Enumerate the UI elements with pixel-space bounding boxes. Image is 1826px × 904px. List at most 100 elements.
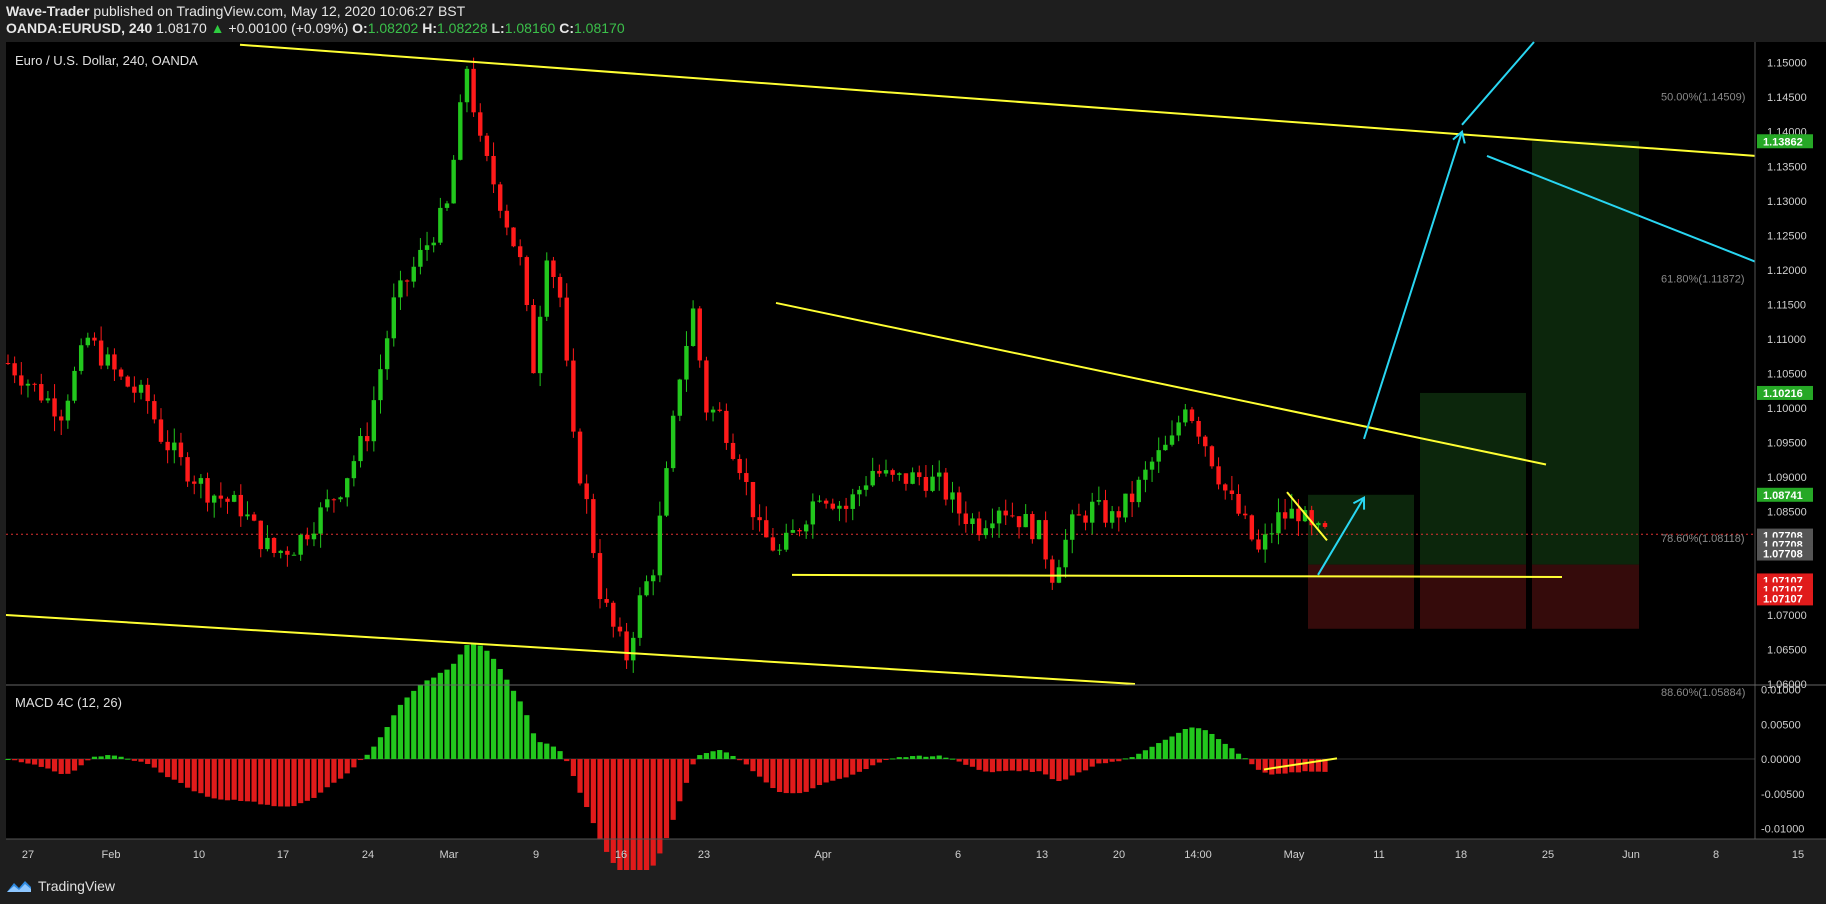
price-axis-badge-label: 1.07708 bbox=[1763, 549, 1803, 561]
candle-body bbox=[12, 363, 17, 376]
candle-body bbox=[338, 497, 343, 500]
macd-bar bbox=[1096, 759, 1102, 764]
candle-body bbox=[384, 338, 390, 370]
candle-body bbox=[1282, 512, 1288, 519]
candle-body bbox=[537, 316, 543, 374]
candle-body bbox=[39, 384, 44, 401]
tradingview-logo-icon bbox=[7, 881, 31, 892]
macd-bar bbox=[464, 645, 470, 760]
candle-body bbox=[1129, 493, 1135, 503]
candle-body bbox=[291, 554, 297, 556]
price-axis-badge bbox=[1757, 134, 1813, 149]
macd-bar bbox=[936, 755, 942, 760]
time-tick-label: Jun bbox=[1622, 849, 1640, 861]
macd-bar bbox=[71, 759, 78, 771]
macd-bar bbox=[490, 658, 497, 760]
candle-body bbox=[611, 602, 616, 627]
candle-body bbox=[817, 500, 822, 502]
candle-body bbox=[1216, 466, 1221, 485]
macd-bar bbox=[843, 759, 849, 778]
candle-body bbox=[584, 483, 589, 500]
candle-body bbox=[631, 637, 636, 661]
candle-body bbox=[138, 384, 144, 393]
candle-body bbox=[604, 599, 609, 603]
macd-bar bbox=[903, 757, 909, 760]
macd-bar bbox=[1189, 727, 1195, 760]
candle-body bbox=[484, 135, 490, 156]
macd-bar bbox=[737, 759, 743, 761]
macd-bar bbox=[125, 758, 131, 760]
macd-bar bbox=[617, 759, 623, 871]
macd-bar bbox=[956, 759, 962, 762]
tradingview-brand[interactable]: TradingView bbox=[6, 878, 115, 894]
time-tick-label: 15 bbox=[1792, 849, 1804, 861]
fib-level-label: 88.60%(1.05884) bbox=[1661, 687, 1745, 699]
footer: TradingView bbox=[0, 870, 1826, 904]
macd-bar bbox=[597, 759, 603, 840]
brand-label: TradingView bbox=[38, 878, 116, 894]
candle-body bbox=[231, 494, 237, 502]
macd-bar bbox=[1142, 750, 1149, 760]
candle-body bbox=[265, 537, 270, 550]
candle-body bbox=[65, 400, 71, 421]
candle-body bbox=[418, 249, 423, 267]
price-axis-badge-label: 1.07107 bbox=[1763, 593, 1803, 605]
macd-bar bbox=[238, 759, 244, 801]
candle-body bbox=[664, 468, 669, 516]
candle-body bbox=[424, 245, 430, 250]
author-name[interactable]: Wave-Trader bbox=[6, 3, 90, 19]
macd-bar bbox=[770, 759, 776, 789]
macd-bar bbox=[776, 759, 783, 793]
candle-body bbox=[1169, 435, 1175, 445]
candle-body bbox=[624, 631, 629, 661]
target-zone bbox=[1308, 494, 1414, 565]
candle-body bbox=[1003, 510, 1008, 516]
drawing-tools[interactable] bbox=[5, 41, 1756, 771]
macd-bar bbox=[364, 754, 370, 760]
macd-bar bbox=[258, 759, 264, 805]
candle-body bbox=[1296, 508, 1301, 522]
macd-bar bbox=[590, 759, 596, 824]
macd-bar bbox=[224, 759, 231, 801]
candle-body bbox=[125, 376, 130, 387]
price-tick-label: 1.08500 bbox=[1767, 506, 1807, 518]
macd-bar bbox=[1295, 759, 1301, 773]
candle-body bbox=[211, 495, 217, 503]
macd-bar bbox=[138, 759, 144, 762]
candle-body bbox=[943, 472, 949, 500]
publish-header: Wave-Trader published on TradingView.com… bbox=[0, 0, 1826, 42]
macd-bar bbox=[996, 759, 1002, 772]
macd-bar bbox=[311, 759, 317, 798]
macd-bar bbox=[637, 759, 643, 878]
macd-bar bbox=[431, 677, 437, 760]
macd-bar bbox=[377, 737, 384, 760]
macd-bar bbox=[796, 759, 803, 794]
stop-zone bbox=[1532, 564, 1639, 629]
macd-bar bbox=[1089, 759, 1095, 767]
macd-bar bbox=[1069, 759, 1075, 776]
candle-body bbox=[857, 489, 862, 495]
macd-bar bbox=[1249, 759, 1255, 765]
time-tick-label: 23 bbox=[698, 849, 710, 861]
candle-body bbox=[1229, 490, 1235, 494]
macd-bar bbox=[424, 680, 430, 760]
candle-body bbox=[937, 472, 942, 477]
candle-body bbox=[364, 436, 370, 442]
time-tick-label: 27 bbox=[22, 849, 34, 861]
symbol: OANDA:EURUSD, 240 bbox=[6, 20, 153, 36]
upper-channel-trendline bbox=[239, 43, 1756, 157]
candle-body bbox=[1223, 484, 1228, 491]
macd-bar bbox=[723, 752, 729, 760]
candle-body bbox=[192, 481, 197, 484]
macd-bar bbox=[444, 669, 450, 760]
macd-bar bbox=[32, 759, 38, 765]
macd-bar bbox=[949, 758, 956, 760]
time-tick-label: 11 bbox=[1373, 849, 1384, 861]
macd-bar bbox=[158, 759, 164, 773]
macd-bar bbox=[810, 759, 816, 789]
time-tick-label: 16 bbox=[615, 849, 627, 861]
macd-bar bbox=[850, 759, 856, 775]
candle-body bbox=[504, 210, 510, 228]
candle-body bbox=[777, 549, 782, 551]
